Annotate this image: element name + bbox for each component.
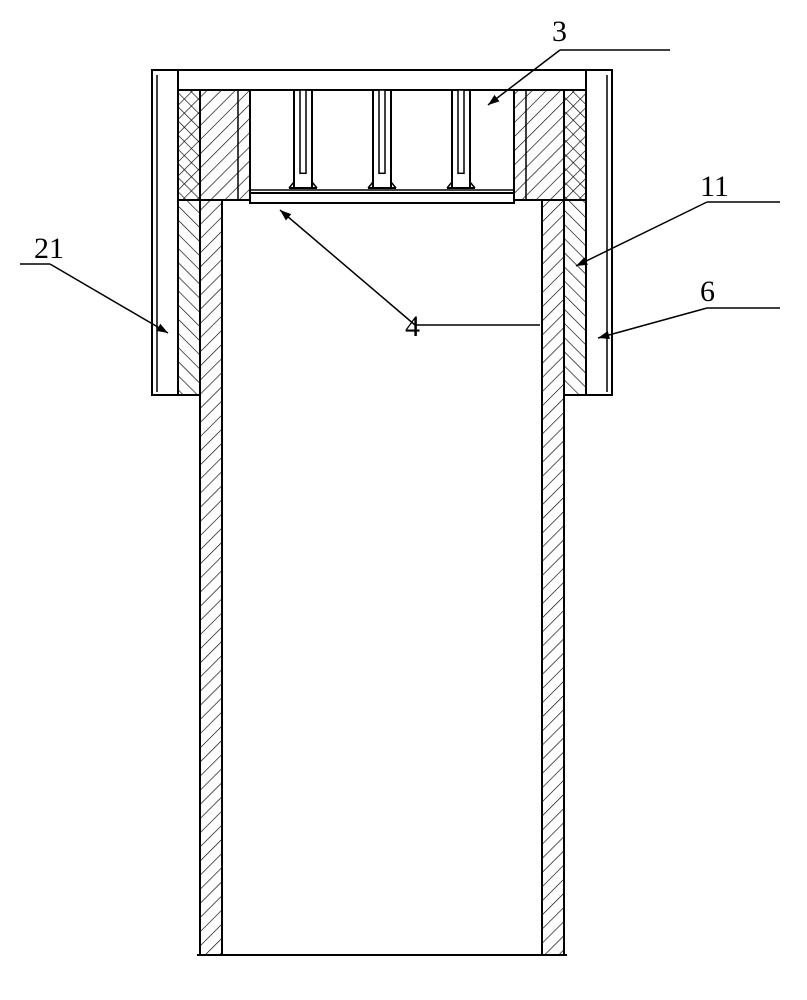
callout-6: 6 [700,275,715,309]
callout-21: 21 [34,232,64,266]
callout-3: 3 [552,15,567,49]
figure-container: 3 11 6 21 4 [0,0,807,1000]
callout-4: 4 [405,310,420,344]
callout-11: 11 [700,170,729,204]
cross-section-diagram [0,0,807,1000]
